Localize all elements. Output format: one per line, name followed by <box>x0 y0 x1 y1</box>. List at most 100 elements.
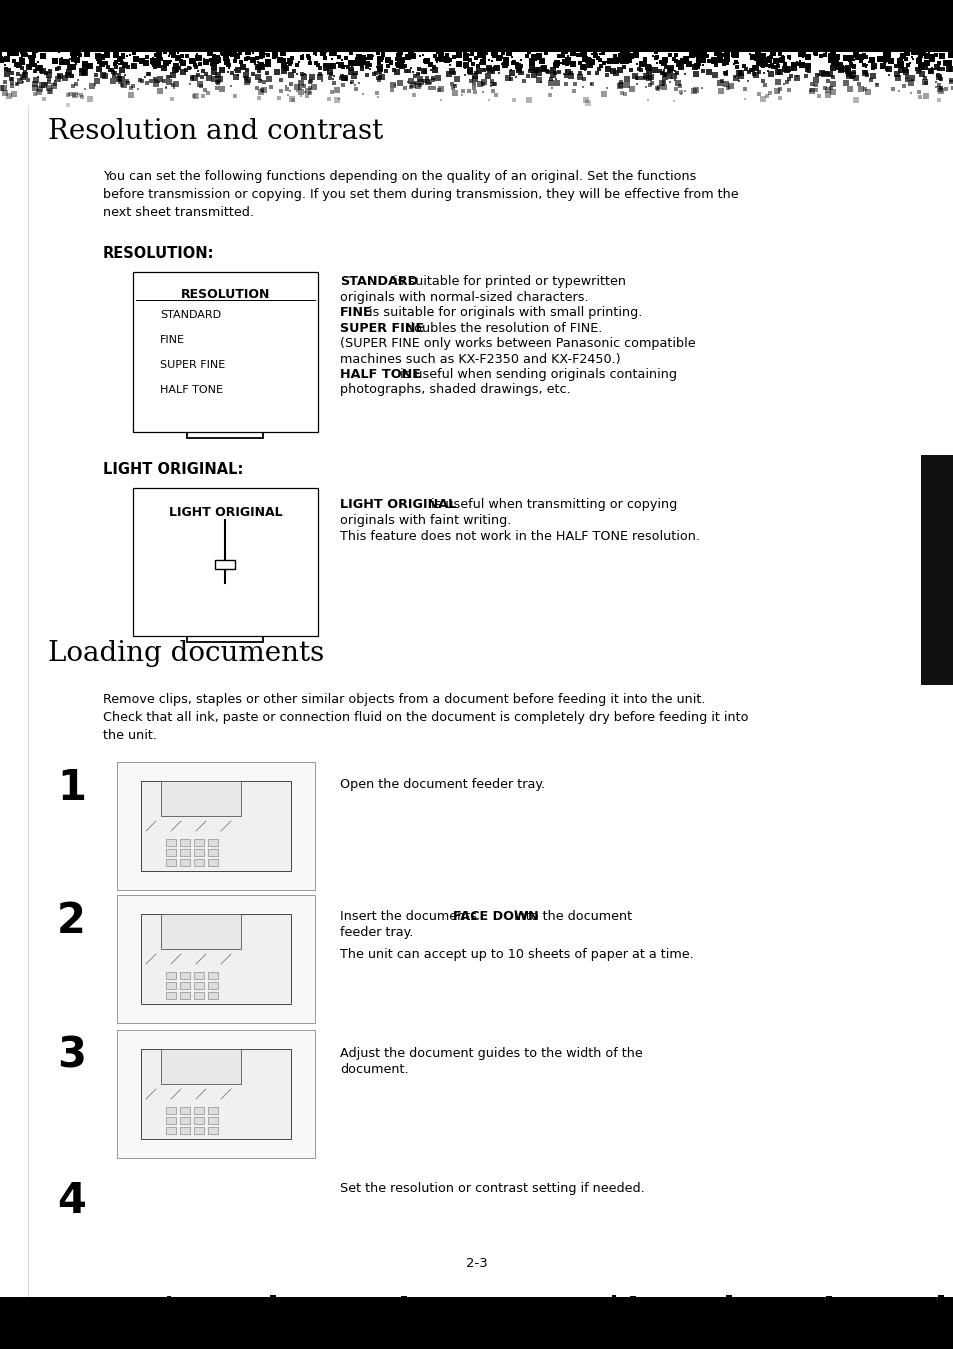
Point <box>230 1319 245 1341</box>
FancyBboxPatch shape <box>147 389 153 393</box>
Point <box>648 1313 663 1334</box>
Point <box>38 62 53 84</box>
Point <box>767 1321 782 1342</box>
Point <box>172 57 187 78</box>
Point <box>300 1330 315 1349</box>
Point <box>228 66 243 88</box>
Point <box>510 58 525 80</box>
Point <box>371 70 386 92</box>
Point <box>68 43 83 65</box>
Point <box>795 47 810 69</box>
Point <box>807 74 822 96</box>
Point <box>309 1326 324 1348</box>
Point <box>598 1295 613 1317</box>
Point <box>710 1295 725 1317</box>
Point <box>302 1315 317 1337</box>
Point <box>466 77 481 98</box>
Point <box>362 46 377 67</box>
Point <box>72 1331 88 1349</box>
Point <box>375 43 391 65</box>
Point <box>27 1318 42 1340</box>
Point <box>770 71 785 93</box>
Point <box>907 42 923 63</box>
Point <box>904 47 920 69</box>
Point <box>772 62 787 84</box>
Point <box>167 59 182 81</box>
Point <box>292 77 307 98</box>
Point <box>910 42 925 63</box>
Point <box>828 49 843 70</box>
Point <box>341 1310 356 1331</box>
Point <box>335 55 351 77</box>
Text: machines such as KX-F2350 and KX-F2450.): machines such as KX-F2350 and KX-F2450.) <box>339 352 620 366</box>
Point <box>595 1322 610 1344</box>
Point <box>318 1317 334 1338</box>
Point <box>591 58 606 80</box>
Point <box>221 54 236 76</box>
Point <box>211 1337 226 1349</box>
Point <box>447 74 462 96</box>
Point <box>354 53 369 74</box>
Point <box>844 55 860 77</box>
Point <box>827 54 842 76</box>
Point <box>15 66 30 88</box>
Point <box>213 78 229 100</box>
Point <box>614 1296 629 1318</box>
Point <box>327 66 342 88</box>
Point <box>396 77 412 98</box>
Point <box>129 1310 144 1331</box>
Point <box>161 45 176 66</box>
Point <box>246 49 261 70</box>
Point <box>601 51 617 73</box>
Point <box>112 1307 127 1329</box>
Point <box>150 1330 165 1349</box>
Point <box>863 1329 879 1349</box>
Point <box>82 46 97 67</box>
Point <box>898 69 913 90</box>
Point <box>485 45 500 66</box>
Point <box>914 45 929 66</box>
Point <box>202 1325 217 1346</box>
Point <box>303 1337 318 1349</box>
Point <box>517 1330 533 1349</box>
Point <box>612 45 627 66</box>
Point <box>486 42 501 63</box>
Point <box>193 74 208 96</box>
Point <box>273 69 288 90</box>
Point <box>720 77 736 98</box>
Point <box>781 1323 797 1345</box>
Point <box>725 1325 740 1346</box>
Point <box>142 1331 157 1349</box>
Point <box>420 71 436 93</box>
Point <box>411 63 426 85</box>
Point <box>917 1309 932 1330</box>
Point <box>434 89 449 111</box>
Point <box>822 1310 838 1331</box>
Point <box>573 1322 588 1344</box>
Point <box>914 42 929 63</box>
Point <box>775 47 790 69</box>
Point <box>108 62 123 84</box>
Point <box>852 50 867 71</box>
Point <box>213 67 228 89</box>
Point <box>893 49 908 70</box>
Point <box>744 1333 760 1349</box>
Point <box>530 1302 545 1323</box>
Point <box>397 59 413 81</box>
Point <box>305 1326 320 1348</box>
Point <box>282 53 297 74</box>
Point <box>152 1292 168 1314</box>
Point <box>656 1337 671 1349</box>
Point <box>565 1302 580 1323</box>
Point <box>355 84 371 105</box>
Point <box>749 51 764 73</box>
Point <box>549 1321 564 1342</box>
Point <box>908 58 923 80</box>
Text: RESOLUTION:: RESOLUTION: <box>103 246 214 260</box>
Point <box>804 1330 820 1349</box>
Point <box>524 53 539 74</box>
Point <box>110 1322 125 1344</box>
Point <box>348 78 363 100</box>
Point <box>577 1336 592 1349</box>
Point <box>389 54 404 76</box>
